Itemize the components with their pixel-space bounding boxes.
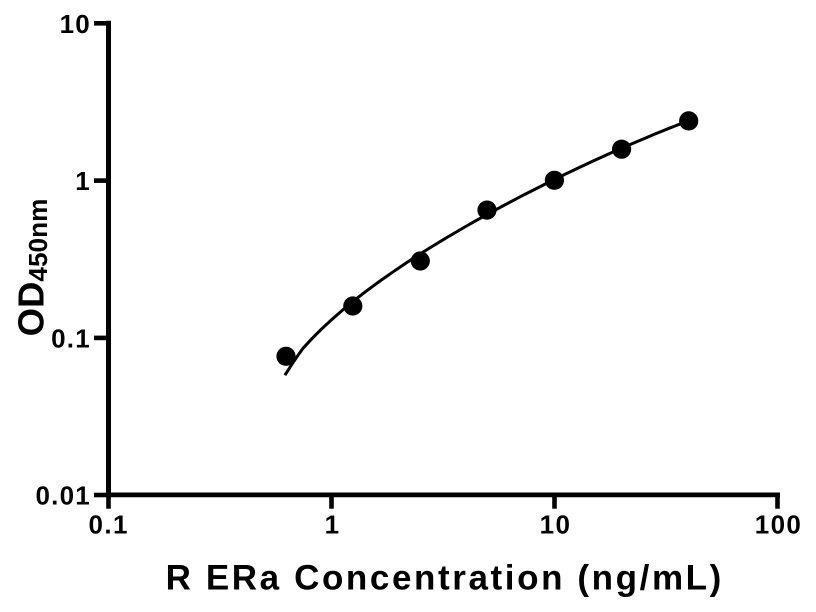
svg-text:1: 1: [75, 166, 91, 196]
svg-text:100: 100: [755, 509, 803, 539]
svg-text:10: 10: [60, 9, 91, 39]
svg-text:10: 10: [540, 509, 572, 539]
svg-text:1: 1: [325, 509, 341, 539]
svg-text:R ERa Concentration (ng/mL): R ERa Concentration (ng/mL): [166, 558, 724, 597]
svg-text:OD450nm: OD450nm: [11, 199, 54, 337]
svg-text:0.1: 0.1: [51, 324, 91, 354]
svg-text:0.01: 0.01: [35, 481, 90, 511]
svg-text:0.1: 0.1: [89, 509, 129, 539]
